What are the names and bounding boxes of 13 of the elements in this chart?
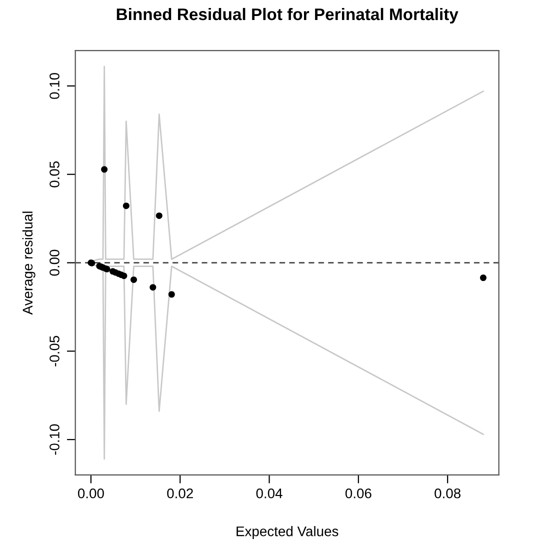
x-axis-title: Expected Values [236,526,338,539]
chart-title: Binned Residual Plot for Perinatal Mortality [116,8,458,24]
x-tick-label: 0.04 [256,488,282,498]
x-tick-label: 0.08 [434,488,460,498]
y-axis-title: Average residual [22,212,36,315]
x-tick-label: 0.02 [167,488,193,498]
y-tick-label: 0.05 [50,161,60,188]
y-tick-label: -0.05 [50,336,60,366]
y-tick-label: 0.10 [50,72,60,99]
y-tick-label: 0.00 [50,250,60,276]
y-tick-label: -0.10 [50,424,60,455]
x-tick-label: 0.00 [78,488,104,498]
x-tick-label: 0.06 [345,488,372,498]
